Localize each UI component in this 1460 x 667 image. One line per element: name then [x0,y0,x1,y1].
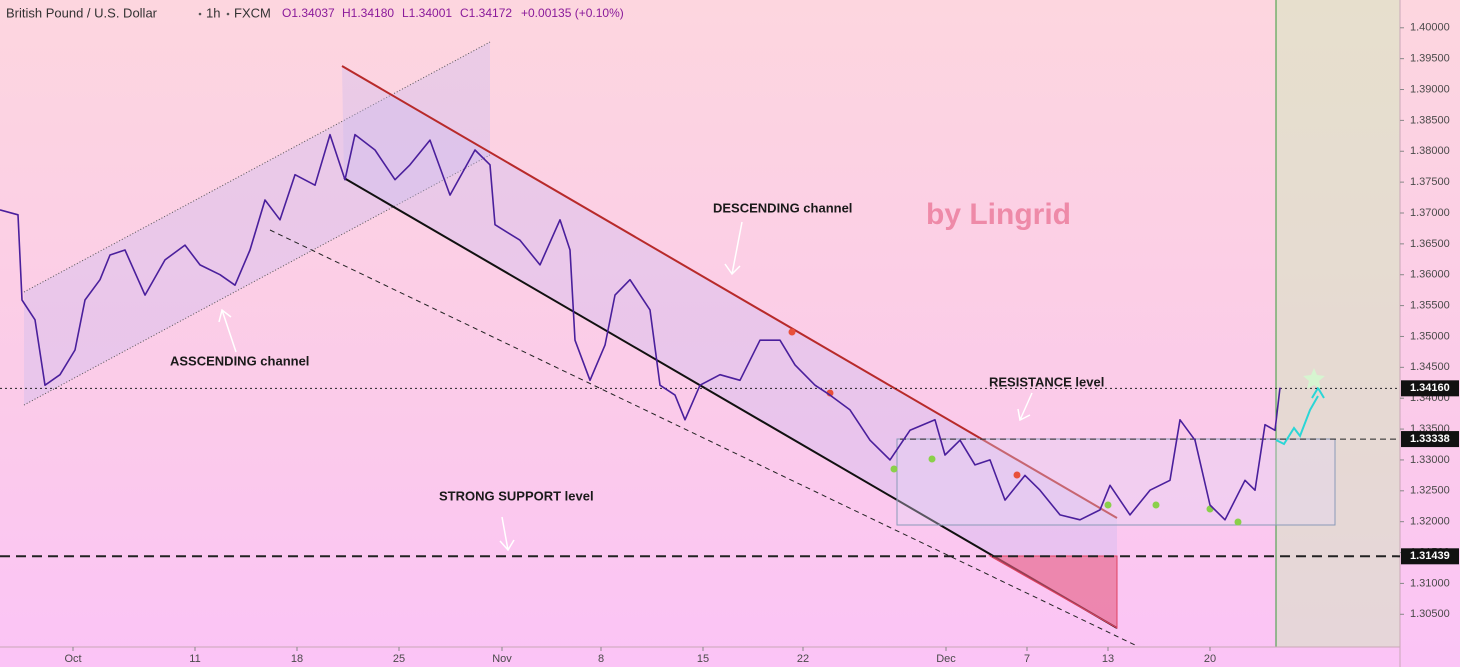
y-tick-label: 1.37000 [1410,207,1450,219]
price-level-badge [1401,431,1459,448]
source: FXCM [234,5,271,20]
y-tick-label: 1.36000 [1410,269,1450,281]
ohlc-value: L1.34001 [402,6,452,20]
x-tick-label: 11 [189,653,200,665]
y-tick-label: 1.37500 [1410,176,1450,188]
y-tick-label: 1.32500 [1410,485,1450,497]
y-tick-label: 1.39000 [1410,83,1450,95]
x-tick-label: 8 [598,653,604,665]
y-tick-label: 1.31000 [1410,577,1450,589]
future-zone [1276,0,1400,647]
ohlc-value: H1.34180 [342,6,394,20]
price-level-label: 1.31439 [1410,550,1450,562]
price-line [0,133,1281,521]
annotation: DESCENDING channel [713,200,852,215]
range-box [896,438,1336,526]
symbol: British Pound / U.S. Dollar [6,5,158,20]
separator [198,12,202,16]
y-tick-label: 1.40000 [1410,22,1450,34]
x-tick-label: 20 [1204,653,1216,665]
annotation: STRONG SUPPORT level [439,488,594,503]
y-tick-label: 1.38500 [1410,114,1450,126]
x-tick-label: 15 [697,653,709,665]
ohlc-value: O1.34037 [282,6,335,20]
y-tick-label: 1.38000 [1410,145,1450,157]
y-tick-label: 1.35000 [1410,330,1450,342]
triangle [988,555,1118,629]
y-tick-label: 1.39500 [1410,53,1450,65]
y-tick-label: 1.36500 [1410,238,1450,250]
x-tick-label: 13 [1102,653,1114,665]
watermark: by Lingrid [926,198,1071,231]
annotation: RESISTANCE level [989,374,1104,389]
price-level-badge [1401,548,1459,565]
x-tick-label: 18 [291,653,303,665]
channel-line [343,177,1118,629]
channel-line [23,154,491,406]
annotation: ASSCENDING channel [170,353,309,368]
channel-line [341,65,1118,519]
x-tick-label: Dec [936,653,956,665]
channel-line [23,41,491,293]
price-level-label: 1.33338 [1410,433,1450,445]
y-tick-label: 1.30500 [1410,608,1450,620]
drawings [23,0,1400,647]
x-tick-label: Oct [64,653,81,665]
star [1303,368,1325,389]
descending-channel-fill [342,66,1117,628]
y-tick-label: 1.35500 [1410,300,1450,312]
channel-line [269,229,1136,646]
y-tick-label: 1.34500 [1410,361,1450,373]
green-dots [890,455,1242,526]
separator [226,12,230,16]
price-level-label: 1.34160 [1410,382,1450,394]
ascending-channel-fill [24,42,490,405]
red-dots [788,328,1021,479]
change: +0.00135 (+0.10%) [521,6,624,20]
price-level-badge [1401,380,1459,397]
interval: 1h [206,5,220,20]
y-tick-label: 1.33000 [1410,454,1450,466]
x-tick-label: 25 [393,653,405,665]
arrows [218,221,1033,552]
x-tick-label: 22 [797,653,809,665]
x-tick-label: Nov [492,653,512,665]
x-tick-label: 7 [1024,653,1030,665]
y-tick-label: 1.32000 [1410,516,1450,528]
projection [1275,386,1325,446]
ohlc-value: C1.34172 [460,6,512,20]
